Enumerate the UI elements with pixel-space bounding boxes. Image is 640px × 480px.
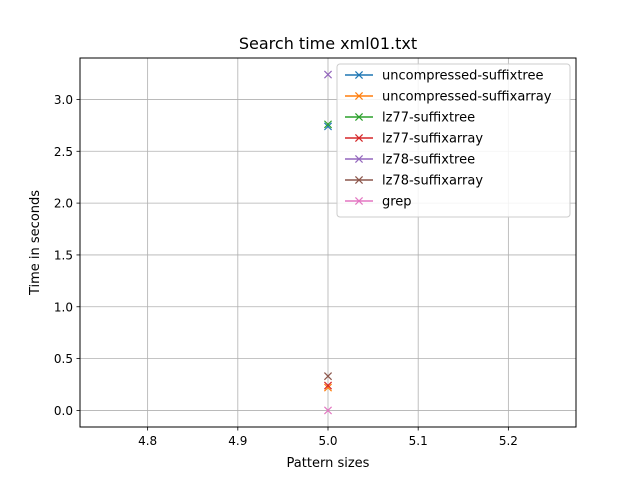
x-tick-label: 4.9 bbox=[228, 434, 247, 448]
legend-box bbox=[336, 63, 571, 218]
x-tick-label: 5.2 bbox=[499, 434, 518, 448]
y-tick-label: 0.0 bbox=[54, 404, 73, 418]
legend: uncompressed-suffixtree uncompressed-suff… bbox=[336, 63, 571, 218]
legend-item: uncompressed-suffixarray bbox=[345, 90, 552, 105]
x-tick-label: 5.0 bbox=[318, 434, 337, 448]
axis-ticks: 4.8 4.9 5.0 5.1 5.2 0.0 0.5 1.0 1.5 2.0 2.5 3.0 bbox=[54, 93, 518, 448]
x-tick-label: 5.1 bbox=[409, 434, 428, 448]
x-tick-label: 4.8 bbox=[138, 434, 157, 448]
legend-marker bbox=[354, 175, 364, 185]
data-point bbox=[323, 372, 333, 381]
y-tick-label: 2.0 bbox=[54, 197, 73, 211]
data-point bbox=[323, 406, 333, 415]
x-axis-label: Pattern sizes bbox=[287, 456, 370, 471]
legend-label: lz78-suffixarray bbox=[382, 174, 483, 189]
y-tick-label: 2.5 bbox=[54, 145, 73, 159]
legend-marker bbox=[354, 196, 364, 206]
legend-marker bbox=[354, 70, 364, 80]
legend-item: lz77-suffixtree bbox=[345, 111, 475, 126]
legend-item: lz78-suffixarray bbox=[345, 174, 483, 189]
y-tick-label: 0.5 bbox=[54, 352, 73, 366]
legend-label: lz77-suffixtree bbox=[382, 111, 475, 126]
data-markers bbox=[323, 70, 333, 415]
legend-item: lz77-suffixarray bbox=[345, 132, 483, 147]
data-point bbox=[323, 381, 333, 390]
legend-label: grep bbox=[382, 195, 412, 210]
data-point bbox=[323, 122, 333, 131]
legend-item: lz78-suffixtree bbox=[345, 153, 475, 168]
legend-label: uncompressed-suffixarray bbox=[382, 90, 552, 105]
data-point bbox=[323, 70, 333, 79]
data-point bbox=[323, 120, 333, 129]
y-tick-label: 3.0 bbox=[54, 93, 73, 107]
y-tick-label: 1.0 bbox=[54, 300, 73, 314]
legend-marker bbox=[354, 91, 364, 101]
y-axis-label: Time in seconds bbox=[28, 190, 43, 296]
legend-marker bbox=[354, 154, 364, 164]
chart-title: Search time xml01.txt bbox=[239, 34, 417, 53]
legend-item: uncompressed-suffixtree bbox=[345, 69, 543, 84]
legend-marker bbox=[354, 133, 364, 143]
legend-label: uncompressed-suffixtree bbox=[382, 69, 543, 84]
legend-label: lz78-suffixtree bbox=[382, 153, 475, 168]
legend-marker bbox=[354, 112, 364, 122]
data-point bbox=[323, 383, 333, 392]
y-tick-label: 1.5 bbox=[54, 248, 73, 262]
legend-item: grep bbox=[345, 195, 412, 210]
legend-label: lz77-suffixarray bbox=[382, 132, 483, 147]
